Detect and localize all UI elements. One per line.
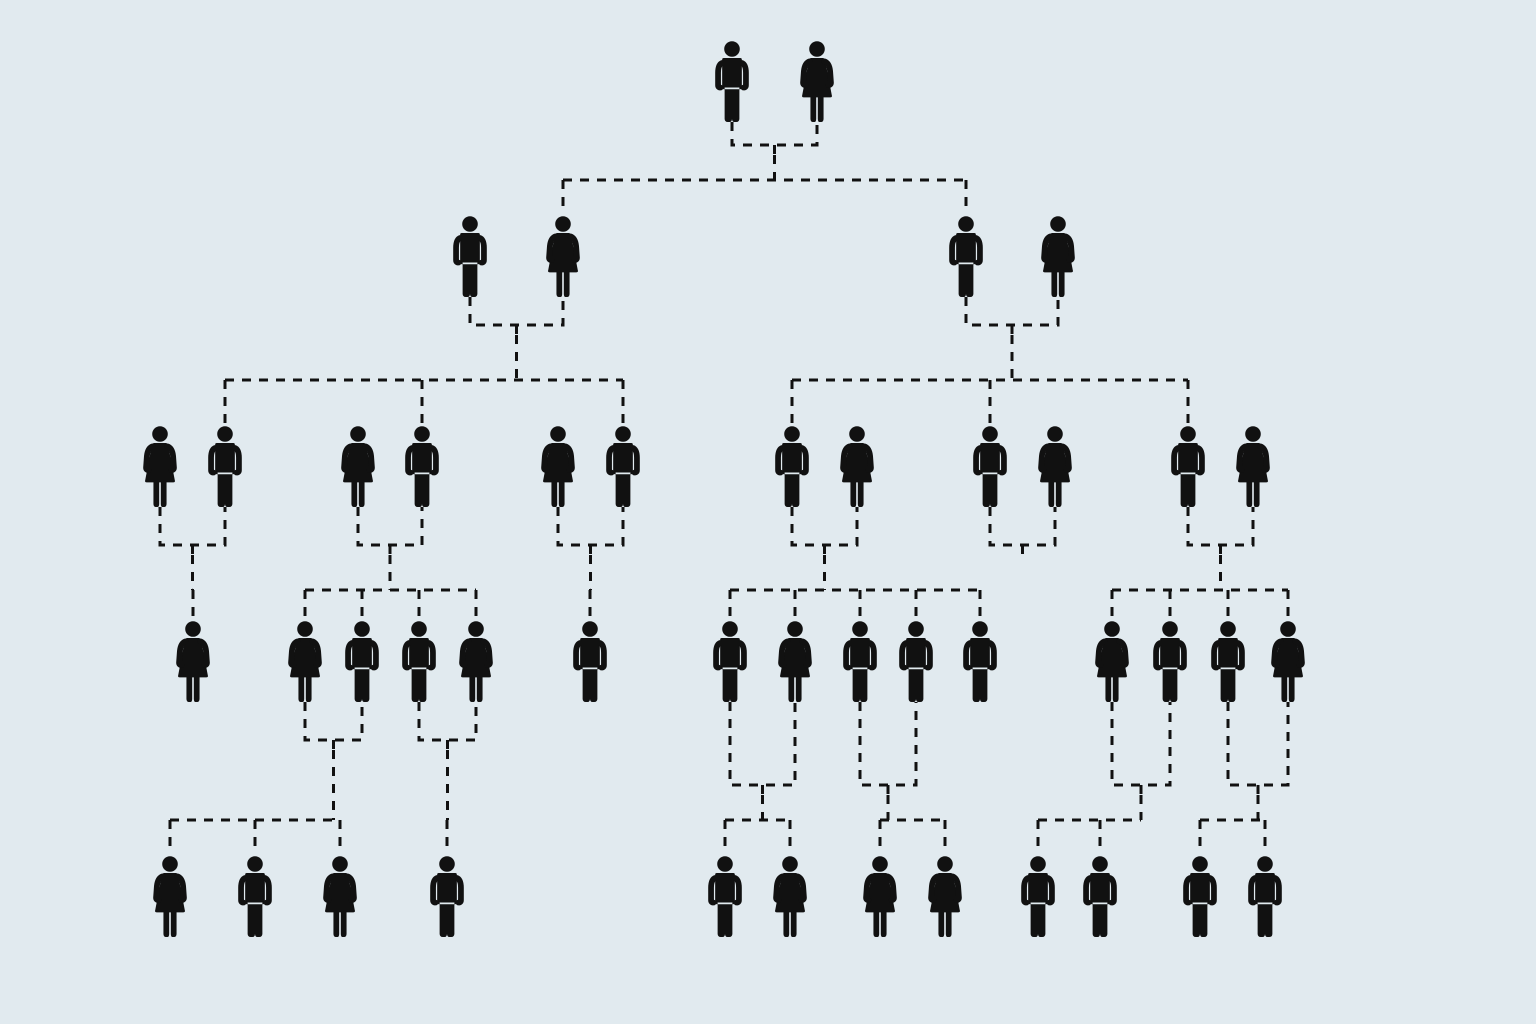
family-tree-diagram [0,0,1536,1024]
family-tree-svg [0,0,1536,1024]
background [0,0,1536,1024]
